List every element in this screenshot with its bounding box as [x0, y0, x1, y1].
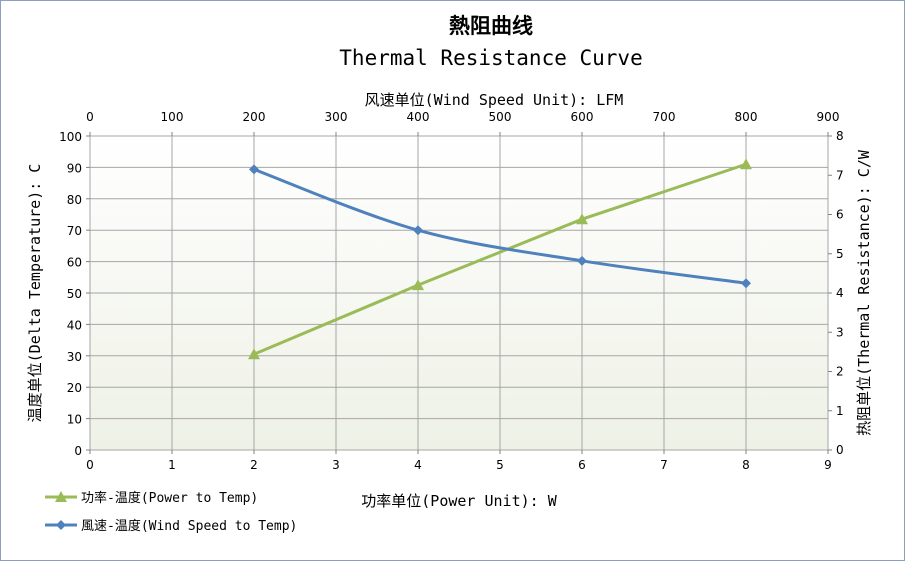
top-tick-label: 200 — [243, 110, 266, 124]
left-axis-title: 温度单位(Delta Temperature): C — [26, 164, 44, 423]
series-line-2 — [253, 167, 747, 285]
left-tick-label: 30 — [67, 350, 82, 364]
legend-label: 風速-温度(Wind Speed to Temp) — [81, 518, 297, 534]
top-tick-label: 300 — [325, 110, 348, 124]
series-1-point — [248, 348, 260, 360]
series-2-point — [577, 255, 587, 266]
chart-title: 熱阻曲线 — [449, 14, 533, 38]
bottom-tick-label: 4 — [414, 458, 422, 472]
bottom-tick-label: 8 — [742, 458, 750, 472]
top-tick-label: 0 — [86, 110, 94, 124]
left-tick-label: 90 — [67, 161, 82, 175]
bottom-tick-label: 0 — [86, 458, 94, 472]
legend-marker — [56, 520, 66, 530]
left-tick-label: 100 — [59, 130, 82, 144]
chart-subtitle: Thermal Resistance Curve — [339, 46, 642, 70]
series-1-point — [576, 213, 588, 225]
left-tick-label: 70 — [67, 224, 82, 238]
bottom-tick-label: 1 — [168, 458, 176, 472]
bottom-axis-title: 功率单位(Power Unit): W — [361, 492, 557, 510]
right-axis-title: 热阻单位(Thermal Resistance): C/W — [855, 149, 873, 436]
left-tick-label: 10 — [67, 413, 82, 427]
series-2-point — [741, 278, 751, 289]
series-line-1 — [253, 162, 747, 356]
top-tick-label: 900 — [817, 110, 840, 124]
top-tick-label: 800 — [735, 110, 758, 124]
right-tick-label: 4 — [836, 286, 844, 300]
left-tick-label: 20 — [67, 381, 82, 395]
right-tick-label: 1 — [836, 404, 844, 418]
bottom-tick-label: 6 — [578, 458, 586, 472]
left-tick-label: 0 — [74, 444, 82, 458]
right-tick-label: 8 — [836, 129, 844, 143]
bottom-tick-label: 5 — [496, 458, 504, 472]
series-2-point — [413, 225, 423, 236]
left-tick-label: 60 — [67, 256, 82, 270]
axis-ticks: 0 1 2 3 4 5 6 7 8 90 100 200 300 400 500 600 700 800 90001… — [59, 110, 844, 472]
series-2-point — [249, 164, 259, 175]
series-layer — [248, 158, 752, 360]
right-tick-label: 0 — [836, 443, 844, 457]
series-1-point — [740, 158, 752, 170]
right-tick-label: 7 — [836, 168, 844, 182]
bottom-tick-label: 2 — [250, 458, 258, 472]
bottom-tick-label: 3 — [332, 458, 340, 472]
bottom-tick-label: 9 — [824, 458, 832, 472]
top-axis-title: 风速单位(Wind Speed Unit): LFM — [365, 91, 624, 109]
top-tick-label: 700 — [653, 110, 676, 124]
right-tick-label: 3 — [836, 325, 844, 339]
legend-label: 功率-温度(Power to Temp) — [81, 490, 258, 506]
right-tick-label: 5 — [836, 247, 844, 261]
left-tick-label: 40 — [67, 318, 82, 332]
right-tick-label: 6 — [836, 208, 844, 222]
top-tick-label: 500 — [489, 110, 512, 124]
top-tick-label: 100 — [161, 110, 184, 124]
left-tick-label: 50 — [67, 287, 82, 301]
series-1-point — [412, 279, 424, 291]
bottom-tick-label: 7 — [660, 458, 668, 472]
top-tick-label: 400 — [407, 110, 430, 124]
top-tick-label: 600 — [571, 110, 594, 124]
left-tick-label: 80 — [67, 193, 82, 207]
legend-marker — [55, 491, 67, 502]
right-tick-label: 2 — [836, 365, 844, 379]
legend: 功率-温度(Power to Temp) 風速-温度(Wind Speed to … — [45, 490, 297, 534]
